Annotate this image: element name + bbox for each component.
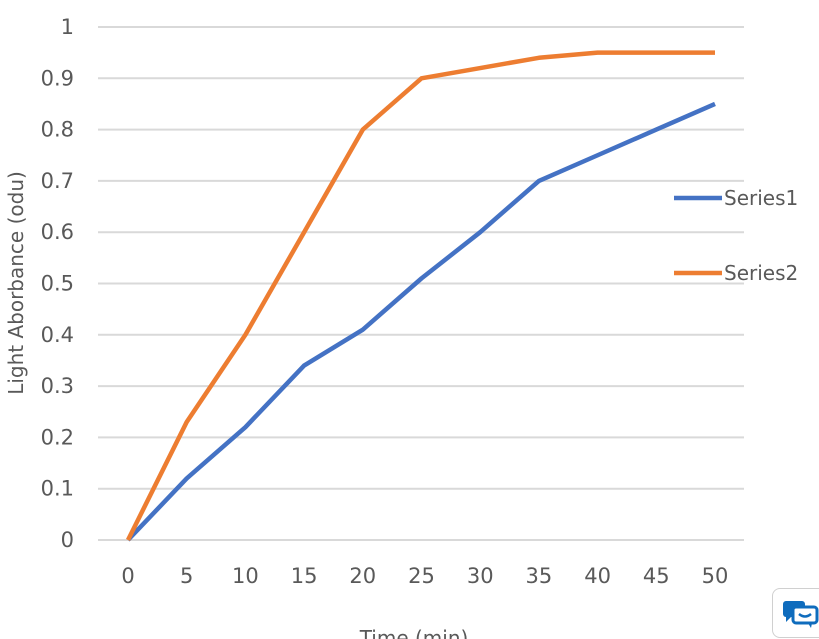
series-line-1 — [126, 101, 716, 542]
y-tick-label: 0.2 — [41, 425, 74, 449]
y-tick-label: 0.6 — [41, 220, 74, 244]
y-tick-label: 0.7 — [41, 169, 74, 193]
y-tick-label: 0.1 — [41, 477, 74, 501]
x-tick-label: 5 — [180, 564, 193, 588]
x-tick-label: 45 — [643, 564, 670, 588]
y-tick-label: 0.4 — [41, 323, 74, 347]
x-tick-label: 0 — [121, 564, 134, 588]
y-tick-label: 0 — [61, 528, 74, 552]
x-tick-label: 25 — [408, 564, 435, 588]
x-tick-label: 15 — [291, 564, 318, 588]
x-axis-title: Time (min) — [359, 626, 469, 639]
chat-button[interactable] — [772, 588, 819, 638]
y-tick-label: 0.5 — [41, 272, 74, 296]
x-tick-label: 50 — [702, 564, 729, 588]
y-axis-title: Light Aborbance (odu) — [4, 171, 28, 395]
x-tick-label: 10 — [232, 564, 259, 588]
chat-bubbles-icon — [783, 601, 819, 628]
x-tick-label: 20 — [349, 564, 376, 588]
y-tick-label: 0.8 — [41, 118, 74, 142]
legend-label: Series2 — [724, 261, 798, 285]
series-line-2 — [125, 50, 715, 542]
y-tick-label: 1 — [61, 15, 74, 39]
x-tick-label: 30 — [467, 564, 494, 588]
x-tick-label: 35 — [526, 564, 553, 588]
y-tick-label: 0.3 — [41, 374, 74, 398]
x-tick-label: 40 — [584, 564, 611, 588]
legend-label: Series1 — [724, 186, 798, 210]
y-tick-label: 0.9 — [41, 66, 74, 90]
